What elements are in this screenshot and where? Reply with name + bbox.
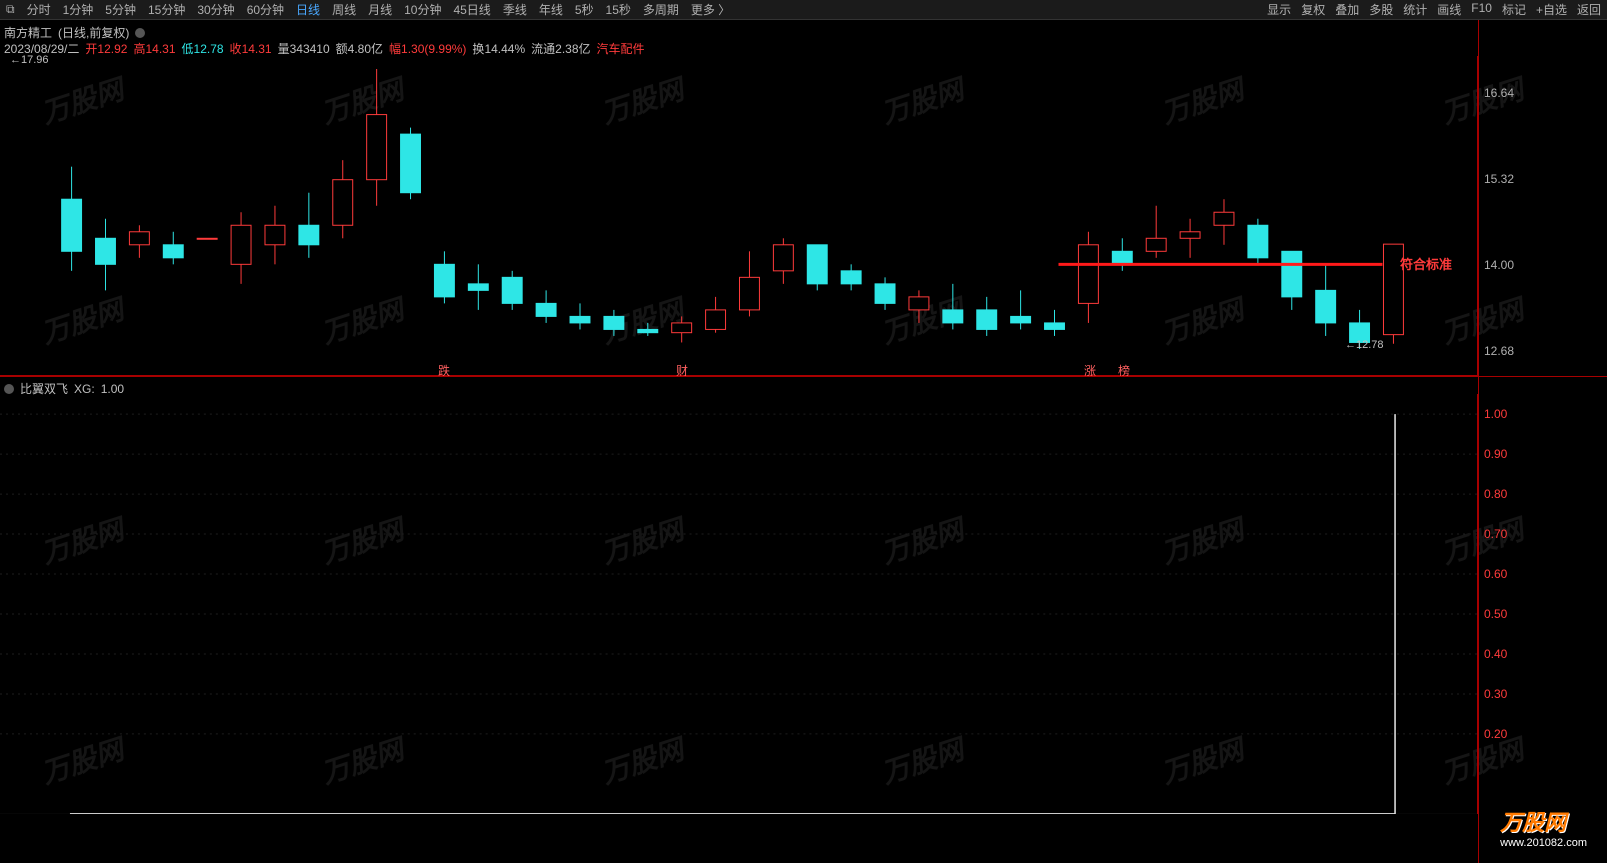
period-15秒[interactable]: 15秒 [606,3,631,17]
stock-mode: (日线,前复权) [58,24,129,41]
indicator-tick: 0.70 [1484,527,1507,541]
indicator-dot-icon[interactable] [4,384,14,394]
toolbtn-显示[interactable]: 显示 [1267,1,1291,18]
stock-title-row: 南方精工 (日线,前复权) [4,24,145,41]
crosshair-vertical [1478,20,1479,863]
pane-splitter[interactable] [0,376,1607,377]
toolbtn-叠加[interactable]: 叠加 [1335,1,1359,18]
period-60分钟[interactable]: 60分钟 [247,3,284,17]
price-axis: 16.64 15.32 14.00 12.68 [1478,56,1607,376]
toolbtn-F10[interactable]: F10 [1471,1,1492,18]
period-1分钟[interactable]: 1分钟 [63,3,94,17]
indicator-tick: 0.20 [1484,727,1507,741]
period-更多 〉[interactable]: 更多 〉 [691,3,730,17]
period-toolbar: ⧉ 分时 1分钟 5分钟 15分钟 30分钟 60分钟日线周线月线 10分钟 45日线季线年线… [0,0,1607,20]
toolbar-icon[interactable]: ⧉ [6,2,15,17]
indicator-tick: 0.50 [1484,607,1507,621]
price-tick: 16.64 [1484,86,1514,100]
watermark-logo: 万股网 www.201082.com [1500,805,1587,849]
indicator-axis: 1.00 0.90 0.80 0.70 0.60 0.50 0.40 0.30 0.20 [1478,394,1607,814]
stock-name: 南方精工 [4,24,52,41]
price-pointer: ←17.96 [10,54,49,66]
ohlc-row: 2023/08/29/二 开12.92 高14.31 低12.78 收14.31… [4,40,645,57]
period-45日线[interactable]: 45日线 [453,3,490,17]
period-季线[interactable]: 季线 [503,3,527,17]
price-tick: 12.68 [1484,344,1514,358]
industry: 汽车配件 [597,40,645,57]
period-日线[interactable]: 日线 [296,3,320,17]
toolbtn-复权[interactable]: 复权 [1301,1,1325,18]
toolbtn-标记[interactable]: 标记 [1502,1,1526,18]
period-周线[interactable]: 周线 [332,3,356,17]
indicator-tick: 0.80 [1484,487,1507,501]
price-tick: 15.32 [1484,172,1514,186]
toolbtn-统计[interactable]: 统计 [1403,1,1427,18]
match-label: 符合标准 [1400,254,1452,273]
chart-marker-row: 跌财涨榜 [0,362,1478,376]
indicator-tick: 0.90 [1484,447,1507,461]
price-tick: 14.00 [1484,258,1514,272]
price-pointer: ←12.78 [1345,339,1384,351]
period-多周期[interactable]: 多周期 [643,3,679,17]
period-15分钟[interactable]: 15分钟 [148,3,185,17]
period-年线[interactable]: 年线 [539,3,563,17]
indicator-tick: 1.00 [1484,407,1507,421]
toolbtn-返回[interactable]: 返回 [1577,1,1601,18]
toolbtn-画线[interactable]: 画线 [1437,1,1461,18]
period-分时[interactable]: 分时 [27,3,51,17]
period-30分钟[interactable]: 30分钟 [197,3,234,17]
indicator-tick: 0.60 [1484,567,1507,581]
indicator-chart[interactable] [0,394,1478,814]
candlestick-chart[interactable] [0,56,1478,376]
toolbtn-多股[interactable]: 多股 [1369,1,1393,18]
period-月线[interactable]: 月线 [368,3,392,17]
toolbtn-+自选[interactable]: +自选 [1536,1,1567,18]
settings-dot-icon[interactable] [135,28,145,38]
period-5秒[interactable]: 5秒 [575,3,594,17]
period-10分钟[interactable]: 10分钟 [404,3,441,17]
period-5分钟[interactable]: 5分钟 [105,3,136,17]
indicator-tick: 0.30 [1484,687,1507,701]
indicator-tick: 0.40 [1484,647,1507,661]
